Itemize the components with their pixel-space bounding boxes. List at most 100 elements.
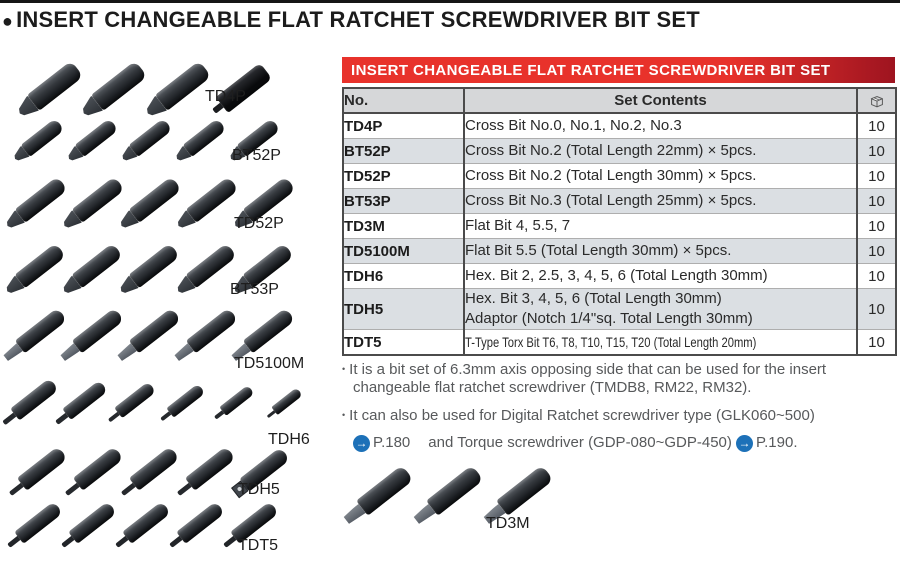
note-bullet-icon: • (342, 410, 346, 420)
page-ref-arrow-icon[interactable]: → (736, 434, 754, 452)
bit-group-td4p (13, 60, 273, 121)
screwdriver-bit-photo (64, 118, 119, 165)
bit-group-label: TD52P (234, 215, 284, 232)
cell-set-contents: Flat Bit 4, 5.5, 7 (463, 213, 857, 239)
bit-group-label: TDH5 (238, 481, 280, 498)
col-header-contents: Set Contents (463, 88, 857, 114)
screwdriver-bit-photo (58, 242, 123, 297)
screwdriver-bit-photo (173, 176, 239, 232)
cell-set-contents: Cross Bit No.0, No.1, No.2, No.3 (463, 113, 857, 139)
bit-group-label: BT52P (232, 147, 281, 164)
table-row-td52p: TD52P Cross Bit No.2 (Total Length 30mm) … (343, 163, 896, 189)
screwdriver-bit-photo (116, 176, 182, 232)
cell-model-no: TD3M (343, 213, 464, 239)
screwdriver-bit-photo (211, 385, 255, 422)
cell-qty: 10 (856, 188, 896, 214)
screwdriver-bit-photo (230, 446, 291, 498)
cell-model-no: BT52P (343, 138, 464, 164)
page-ref-180[interactable]: P.180 (373, 434, 411, 451)
screwdriver-bit-photo (264, 386, 303, 420)
note-2-line1-text: It can also be used for Digital Ratchet … (349, 407, 815, 424)
screwdriver-bit-photo (226, 118, 281, 165)
table-row-tdh5: TDH5 Hex. Bit 3, 4, 5, 6 (Total Length 30… (343, 288, 896, 330)
cell-model-no: TD52P (343, 163, 464, 189)
note-bullet-icon: • (342, 364, 346, 374)
screwdriver-bit-photo (1, 242, 66, 297)
screwdriver-bit-photo (172, 242, 237, 297)
screwdriver-bit-photo (208, 62, 273, 118)
package-box-icon (870, 95, 883, 107)
screwdriver-bit-photo (117, 445, 180, 500)
screwdriver-bit-photo (0, 377, 59, 429)
bit-group-label: TDT5 (238, 537, 278, 554)
cell-model-no: TD5100M (343, 238, 464, 264)
cell-qty: 10 (856, 213, 896, 239)
screwdriver-bit-photo (52, 379, 108, 428)
cell-set-contents: Hex. Bit 3, 4, 5, 6 (Total Length 30mm) A… (463, 288, 857, 330)
bit-group-label: TD4P (205, 88, 246, 105)
cell-set-contents: Cross Bit No.3 (Total Length 25mm) × 5pc… (463, 188, 857, 214)
spec-table: No. Set Contents TD4P Cross Bit No.0, No.… (342, 87, 897, 356)
screwdriver-bit-photo (229, 242, 294, 297)
page-title: ● INSERT CHANGEABLE FLAT RATCHET SCREWDR… (2, 7, 700, 33)
cell-qty: 10 (856, 329, 896, 355)
cell-model-no: TDT5 (343, 329, 464, 355)
cell-set-contents: T-Type Torx Bit T6, T8, T10, T15, T20 (T… (463, 329, 857, 355)
col-header-no: No. (343, 88, 464, 114)
bit-group-td5100m (5, 307, 295, 365)
cell-set-contents: Hex. Bit 2, 2.5, 3, 4, 5, 6 (Total Lengt… (463, 263, 857, 289)
screwdriver-bit-photo (77, 60, 147, 121)
screwdriver-bit-photo (58, 501, 117, 552)
table-row-td5100m: TD5100M Flat Bit 5.5 (Total Length 30mm) … (343, 238, 896, 264)
screwdriver-bit-photo (4, 501, 63, 552)
notes-section: • It is a bit set of 6.3mm axis opposing … (342, 360, 898, 452)
cell-qty: 10 (856, 288, 896, 330)
screwdriver-bit-photo (171, 307, 238, 365)
note-1: • It is a bit set of 6.3mm axis opposing … (342, 360, 898, 397)
bit-group-tdh6 (0, 377, 309, 430)
screwdriver-bit-photo (0, 307, 67, 365)
cell-qty: 10 (856, 238, 896, 264)
screwdriver-bit-photo (13, 60, 83, 121)
note-2-mid-text: and Torque screwdriver (GDP-080~GDP-450) (428, 434, 732, 451)
screwdriver-bit-photo (340, 465, 414, 528)
note-2: • It can also be used for Digital Ratchet… (342, 406, 898, 425)
screwdriver-bit-photo (59, 176, 125, 232)
screwdriver-bit-photo (228, 307, 295, 365)
cell-qty: 10 (856, 263, 896, 289)
table-row-bt53p: BT53P Cross Bit No.3 (Total Length 25mm) … (343, 188, 896, 214)
screwdriver-bit-photo (114, 307, 181, 365)
top-rule (0, 0, 900, 3)
cell-qty: 10 (856, 163, 896, 189)
table-row-tdh6: TDH6 Hex. Bit 2, 2.5, 3, 4, 5, 6 (Total L… (343, 263, 896, 289)
table-row-td4p: TD4P Cross Bit No.0, No.1, No.2, No.3 10 (343, 113, 896, 139)
page-ref-190[interactable]: P.190. (756, 434, 798, 451)
cell-qty: 10 (856, 138, 896, 164)
cell-model-no: TDH6 (343, 263, 464, 289)
cell-qty: 10 (856, 113, 896, 139)
screwdriver-bit-photo (172, 118, 227, 165)
bit-group-tdh5 (5, 445, 291, 500)
bit-group-td52p (6, 176, 296, 233)
page-ref-arrow-icon[interactable]: → (353, 434, 370, 452)
table-banner: INSERT CHANGEABLE FLAT RATCHET SCREWDRIV… (342, 57, 895, 83)
cell-set-contents: Flat Bit 5.5 (Total Length 30mm) × 5pcs. (463, 238, 857, 264)
screwdriver-bit-photo (173, 445, 236, 500)
screwdriver-bit-photo (10, 118, 65, 165)
screwdriver-bit-photo (166, 501, 225, 552)
screwdriver-bit-photo (5, 445, 68, 500)
bit-group-label: TD5100M (234, 355, 305, 372)
col-header-qty (856, 88, 896, 114)
bit-group-tdt5 (4, 500, 279, 553)
page-references-line: → P.180 and Torque screwdriver (GDP-080~… (342, 434, 898, 452)
table-banner-text: INSERT CHANGEABLE FLAT RATCHET SCREWDRIV… (351, 61, 831, 79)
screwdriver-bit-photo (112, 501, 171, 552)
screwdriver-bit-photo (158, 383, 206, 424)
table-row-bt52p: BT52P Cross Bit No.2 (Total Length 22mm) … (343, 138, 896, 164)
cell-set-contents: Cross Bit No.2 (Total Length 22mm) × 5pc… (463, 138, 857, 164)
bit-group-label: TD3M (486, 515, 530, 532)
screwdriver-bit-photo (57, 307, 124, 365)
bit-group-label: BT53P (230, 281, 279, 298)
bit-group-bt53p (5, 242, 294, 298)
